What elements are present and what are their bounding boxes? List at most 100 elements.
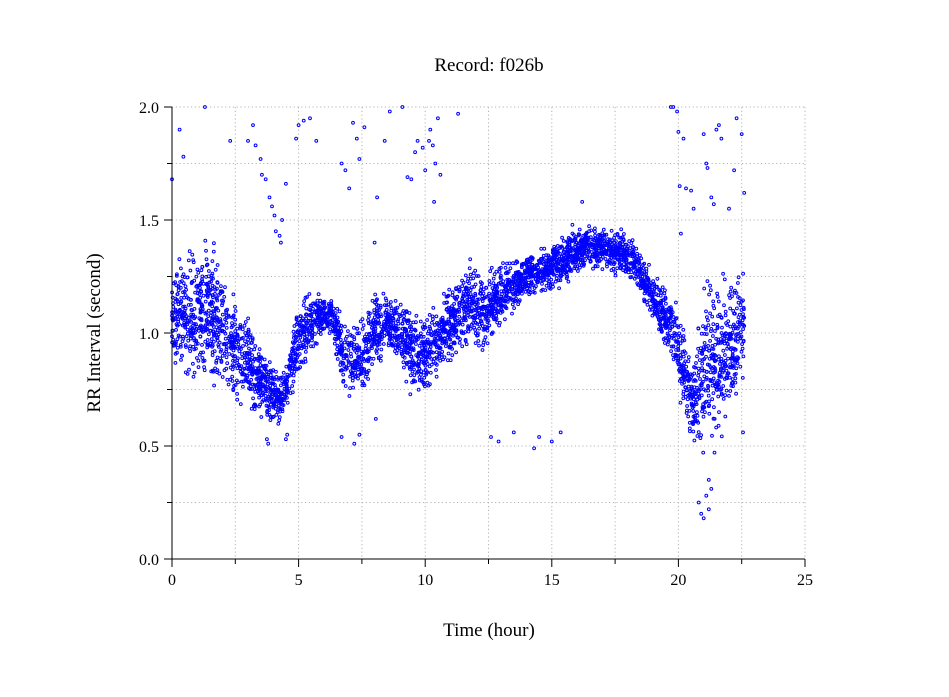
data-point — [265, 382, 270, 387]
data-point — [182, 295, 187, 300]
data-point — [426, 383, 431, 388]
data-point — [678, 353, 683, 357]
data-point — [301, 303, 306, 308]
outlier-point — [387, 109, 392, 114]
data-point — [293, 338, 298, 343]
data-point — [419, 341, 424, 346]
data-point — [208, 328, 212, 333]
data-point — [463, 338, 468, 342]
data-point — [176, 311, 181, 316]
data-point — [684, 388, 689, 393]
data-point — [411, 346, 416, 351]
data-point — [546, 273, 550, 278]
data-point — [723, 313, 728, 318]
data-point — [539, 246, 544, 251]
data-point — [206, 284, 211, 289]
data-point — [194, 326, 199, 331]
data-point — [200, 309, 205, 314]
data-point — [230, 321, 234, 326]
data-point — [676, 339, 680, 344]
data-point — [580, 252, 585, 257]
data-point — [404, 379, 409, 384]
data-point — [416, 369, 421, 374]
data-point — [658, 293, 663, 298]
outlier-point — [734, 116, 739, 121]
data-point — [607, 244, 612, 248]
data-point — [722, 303, 726, 308]
data-point — [303, 356, 308, 361]
data-point — [516, 302, 520, 307]
data-point — [205, 293, 209, 298]
data-point — [427, 364, 432, 369]
data-point — [471, 314, 475, 319]
data-point — [217, 326, 222, 331]
data-point — [525, 272, 530, 277]
data-point — [267, 408, 271, 413]
data-point — [195, 356, 199, 360]
data-point — [580, 263, 584, 268]
data-point — [709, 327, 714, 331]
data-point — [359, 370, 364, 375]
data-point — [729, 365, 733, 370]
data-point — [513, 298, 518, 303]
outlier-point — [696, 500, 701, 505]
data-point — [299, 314, 303, 319]
data-point — [422, 343, 427, 348]
data-point — [479, 312, 484, 317]
data-point — [349, 371, 354, 376]
data-point — [212, 241, 216, 246]
data-point — [268, 396, 273, 401]
data-point — [253, 344, 258, 348]
data-point — [220, 354, 225, 358]
data-point — [263, 367, 268, 372]
data-point — [313, 319, 317, 324]
data-point — [707, 399, 711, 404]
chart-title: Record: f026b — [434, 55, 543, 76]
data-point — [376, 355, 381, 360]
data-point — [448, 312, 453, 317]
data-point — [230, 340, 235, 344]
data-point — [668, 328, 672, 333]
data-point — [625, 260, 629, 265]
outlier-point — [273, 229, 278, 234]
data-point — [218, 319, 223, 323]
data-point — [644, 269, 649, 274]
data-point — [641, 266, 645, 271]
data-point — [716, 337, 721, 342]
data-point — [710, 314, 715, 319]
data-point — [713, 368, 718, 373]
data-point — [354, 374, 358, 378]
data-point — [239, 347, 243, 351]
data-point — [338, 326, 343, 331]
data-point — [701, 414, 706, 419]
data-point — [318, 315, 323, 320]
data-point — [675, 324, 679, 328]
data-point — [577, 257, 582, 262]
data-point — [264, 363, 269, 368]
data-point — [702, 387, 706, 392]
data-point — [468, 272, 473, 277]
data-point — [694, 394, 698, 399]
data-point — [434, 374, 439, 379]
data-point — [694, 361, 698, 365]
data-point — [470, 285, 474, 290]
data-point — [210, 283, 215, 288]
data-point — [246, 337, 251, 342]
outlier-point — [203, 105, 207, 109]
data-point — [647, 298, 652, 303]
data-point — [268, 373, 273, 378]
data-point — [207, 332, 211, 337]
data-point — [717, 371, 722, 375]
data-point — [356, 376, 360, 381]
outlier-point — [689, 188, 693, 193]
data-point — [635, 268, 640, 273]
data-point — [678, 323, 683, 328]
data-point — [464, 342, 469, 347]
data-point — [176, 288, 181, 293]
data-point — [509, 279, 514, 284]
data-point — [217, 292, 221, 297]
outlier-point — [362, 125, 367, 130]
data-point — [290, 390, 295, 395]
data-point — [389, 324, 394, 329]
data-point — [691, 409, 696, 413]
